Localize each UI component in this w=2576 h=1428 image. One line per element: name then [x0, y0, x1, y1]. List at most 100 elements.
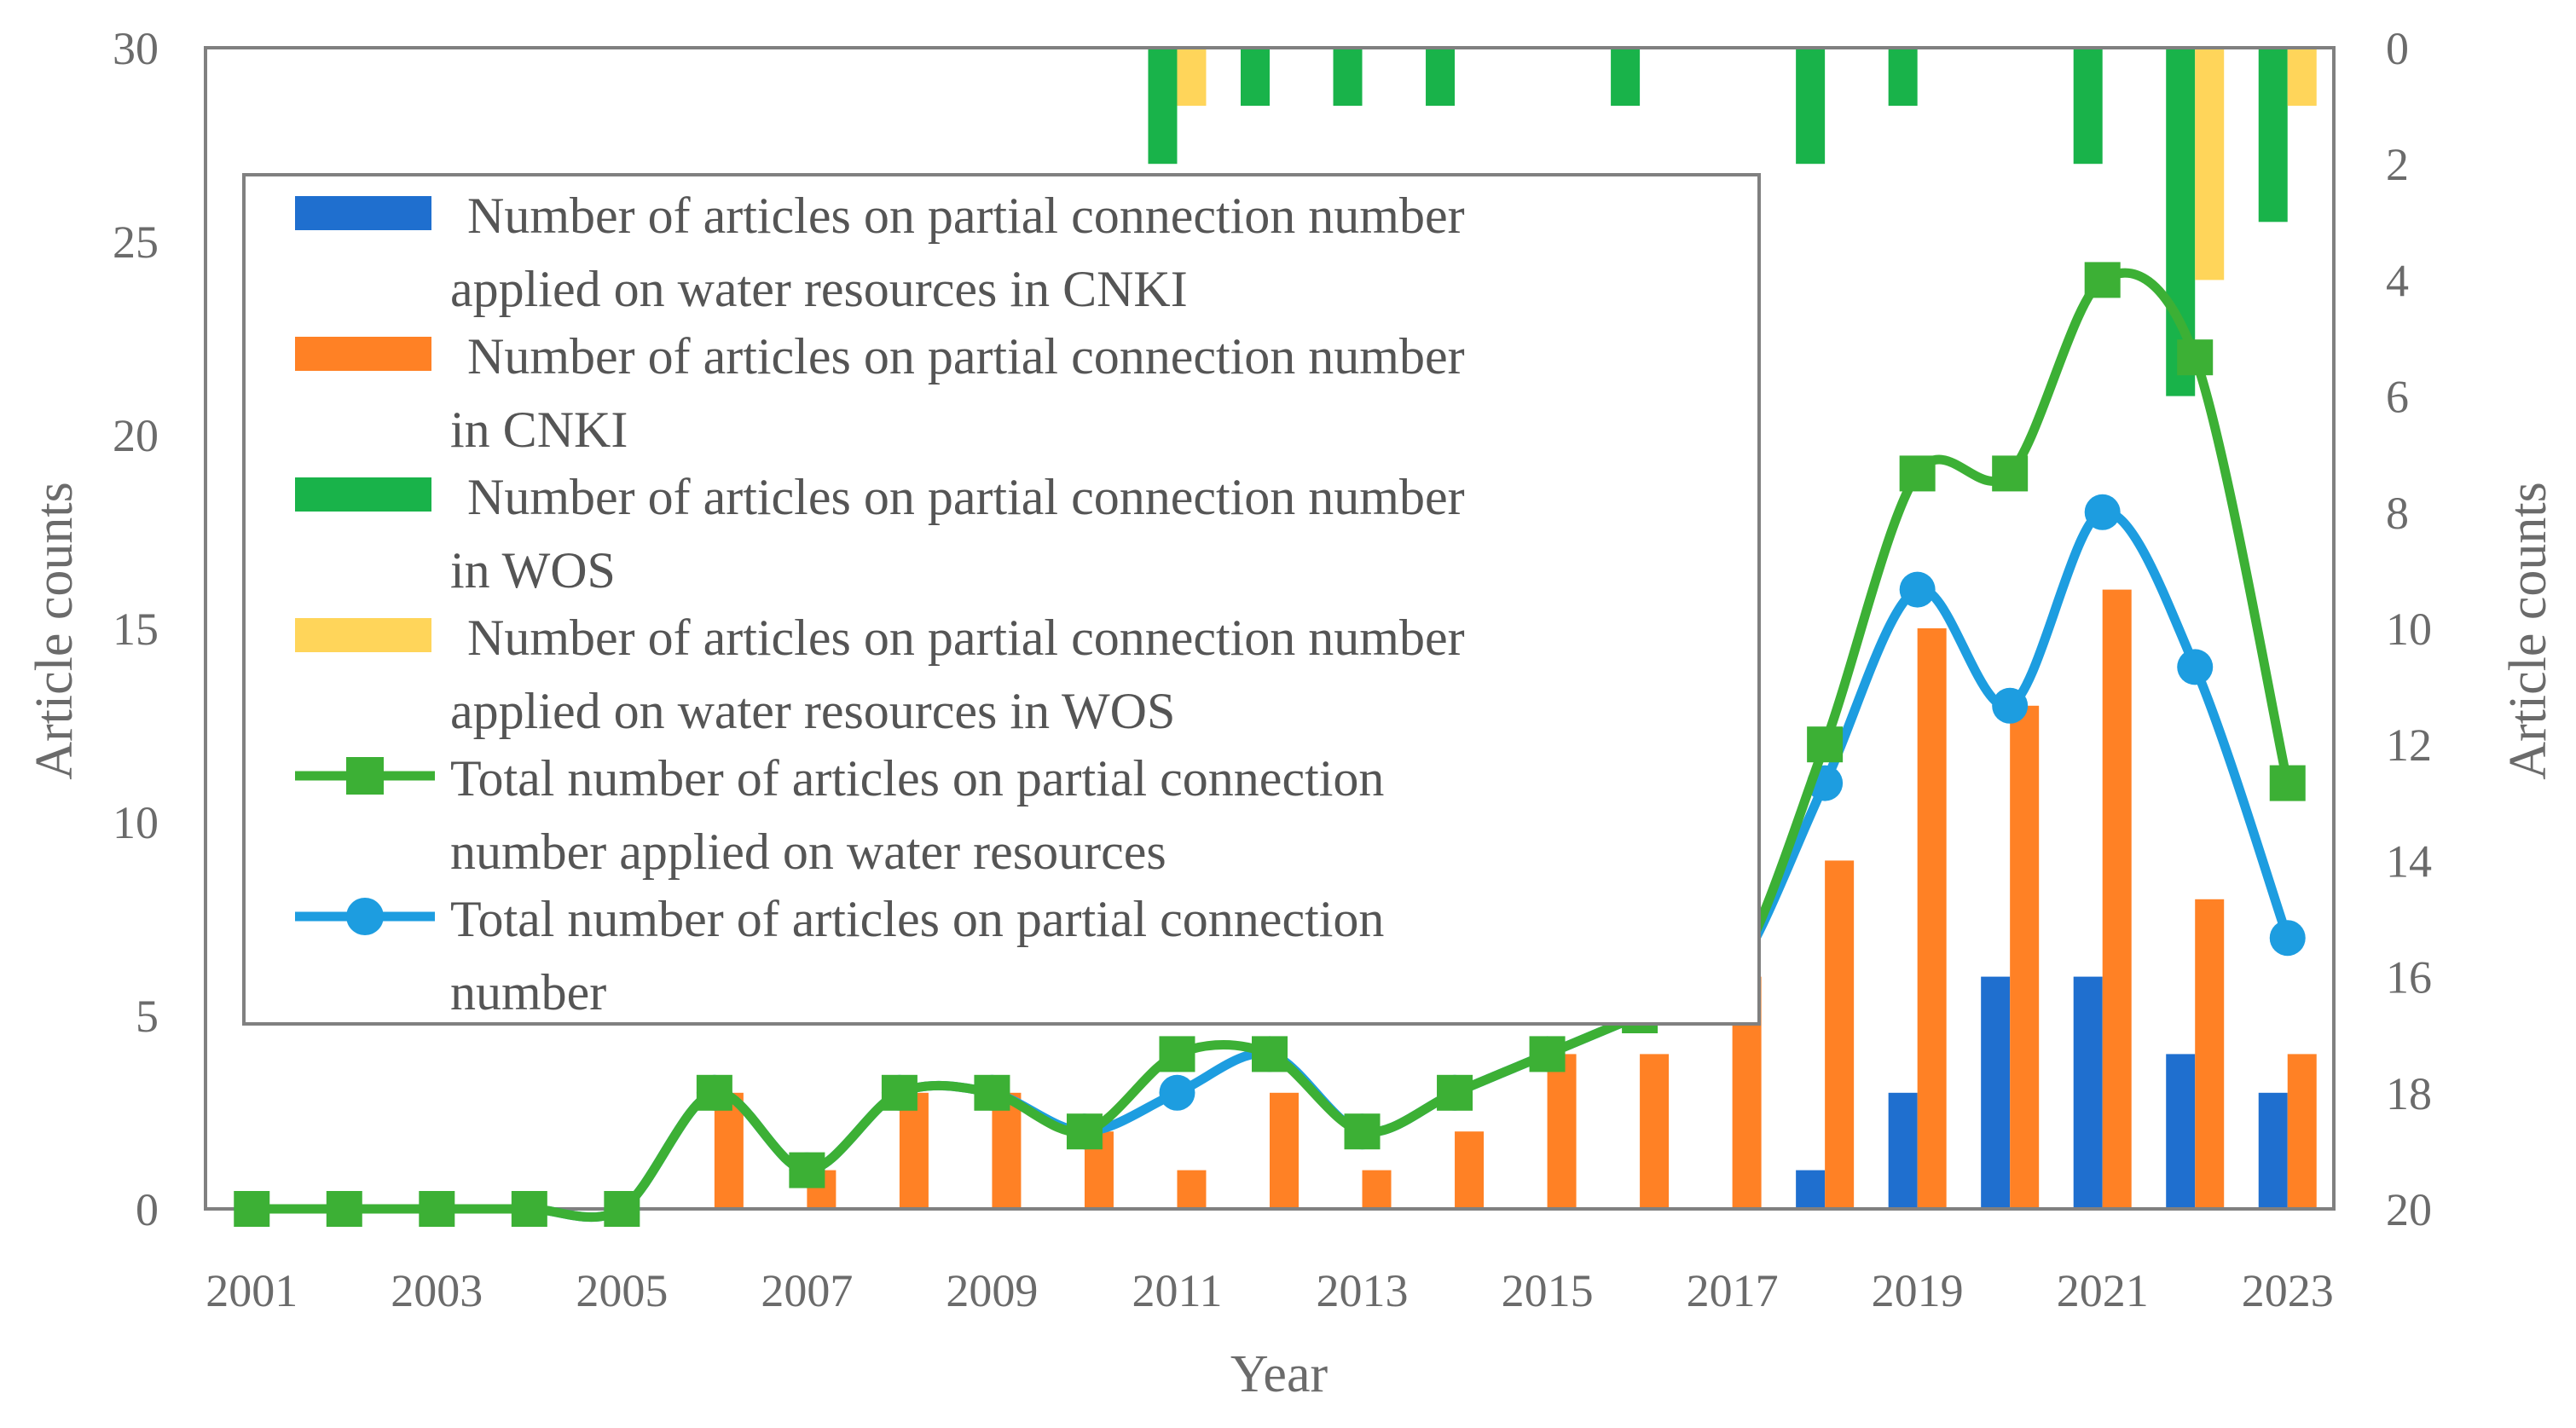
legend-label-total-water-line2: number applied on water resources [450, 824, 1166, 880]
bar-wos-total-2012 [1241, 48, 1270, 107]
legend-swatch-cnki-total [295, 337, 431, 371]
legend-label-wos-water-line1: Number of articles on partial connection… [467, 610, 1465, 666]
marker-total-2023 [2269, 920, 2306, 957]
axis-titles: Year Article counts Article counts [26, 482, 2557, 1403]
bar-cnki-total-2008 [899, 1092, 929, 1209]
legend-entry-total: Total number of articles on partial conn… [295, 891, 1384, 1020]
marker-total-2019 [1899, 571, 1936, 608]
y-tick-left-30: 30 [113, 23, 159, 74]
legend-entry-total-water: Total number of articles on partial conn… [295, 750, 1384, 880]
y-tick-left-0: 0 [136, 1184, 159, 1235]
legend-marker-total [346, 898, 384, 935]
bar-wos-total-2019 [1888, 48, 1918, 107]
y-tick-right-6: 6 [2386, 372, 2409, 423]
bar-wos-total-2011 [1148, 48, 1178, 165]
x-tick-2009: 2009 [946, 1265, 1038, 1316]
bar-cnki-total-2021 [2102, 589, 2132, 1209]
marker-total-water-2006 [696, 1074, 732, 1111]
bar-cnki-total-2009 [992, 1092, 1022, 1209]
y-tick-left-5: 5 [136, 991, 159, 1042]
marker-total-2020 [1992, 687, 2029, 724]
legend-label-total-line2: number [450, 964, 606, 1020]
x-tick-2005: 2005 [576, 1265, 668, 1316]
y-axis-title-left: Article counts [26, 482, 84, 780]
legend: Number of articles on partial connection… [242, 173, 1761, 1026]
x-tick-2015: 2015 [1502, 1265, 1594, 1316]
marker-total-2011 [1159, 1074, 1195, 1111]
bar-cnki-total-2022 [2195, 899, 2225, 1209]
legend-label-cnki-water-line1: Number of articles on partial connection… [467, 188, 1465, 244]
legend-box [242, 173, 1761, 1026]
y-tick-right-20: 20 [2386, 1184, 2432, 1235]
x-tick-2007: 2007 [761, 1265, 853, 1316]
legend-entry-cnki-total: Number of articles on partial connection… [295, 328, 1465, 458]
bar-cnki-water-2019 [1888, 1092, 1918, 1209]
bar-wos-water-2011 [1177, 48, 1207, 107]
bar-cnki-total-2023 [2287, 1054, 2317, 1209]
bar-wos-total-2016 [1611, 48, 1641, 107]
marker-total-water-2011 [1159, 1036, 1195, 1072]
y-tick-right-4: 4 [2386, 255, 2409, 306]
x-axis-title: Year [1230, 1345, 1329, 1403]
x-tick-2021: 2021 [2057, 1265, 2149, 1316]
bar-cnki-water-2023 [2258, 1092, 2288, 1209]
x-tick-2017: 2017 [1687, 1265, 1779, 1316]
bar-cnki-total-2018 [1825, 860, 1855, 1209]
legend-entry-cnki-water: Number of articles on partial connection… [295, 188, 1465, 317]
x-tick-2011: 2011 [1132, 1265, 1222, 1316]
marker-total-water-2007 [789, 1152, 825, 1188]
bar-cnki-total-2012 [1270, 1092, 1299, 1209]
y-tick-right-0: 0 [2386, 23, 2409, 74]
x-tick-2023: 2023 [2242, 1265, 2334, 1316]
legend-label-cnki-total-line1: Number of articles on partial connection… [467, 328, 1465, 384]
marker-total-water-2013 [1344, 1113, 1381, 1150]
y-tick-left-20: 20 [113, 410, 159, 461]
y-tick-right-16: 16 [2386, 952, 2432, 1003]
legend-entries: Number of articles on partial connection… [295, 188, 1465, 1020]
legend-label-cnki-total-line2: in CNKI [450, 402, 628, 458]
y-tick-right-12: 12 [2386, 720, 2432, 771]
marker-total-water-2012 [1252, 1036, 1288, 1072]
bar-cnki-water-2020 [1981, 976, 2011, 1209]
legend-label-wos-water-line2: applied on water resources in WOS [450, 683, 1175, 739]
bar-wos-total-2013 [1333, 48, 1363, 107]
marker-total-water-2003 [419, 1191, 455, 1227]
marker-total-water-2022 [2177, 339, 2214, 376]
bar-cnki-total-2019 [1917, 628, 1947, 1209]
x-tick-2003: 2003 [391, 1265, 483, 1316]
legend-label-cnki-water-line2: applied on water resources in CNKI [450, 261, 1188, 317]
marker-total-water-2001 [234, 1191, 270, 1227]
bar-cnki-total-2016 [1640, 1054, 1670, 1209]
marker-total-water-2020 [1992, 455, 2029, 492]
bar-wos-total-2014 [1426, 48, 1456, 107]
y-tick-right-2: 2 [2386, 139, 2409, 190]
x-tick-2001: 2001 [206, 1265, 298, 1316]
legend-label-wos-total-line1: Number of articles on partial connection… [467, 469, 1465, 525]
bar-cnki-total-2011 [1177, 1170, 1207, 1209]
bar-wos-total-2018 [1796, 48, 1826, 165]
bar-cnki-total-2013 [1362, 1170, 1392, 1209]
legend-swatch-wos-water [295, 618, 431, 652]
x-tick-2013: 2013 [1317, 1265, 1409, 1316]
bar-cnki-water-2022 [2166, 1054, 2196, 1209]
y-tick-right-18: 18 [2386, 1068, 2432, 1119]
y-tick-left-10: 10 [113, 797, 159, 848]
marker-total-2021 [2084, 494, 2121, 530]
bar-cnki-total-2015 [1547, 1054, 1577, 1209]
y-tick-right-14: 14 [2386, 835, 2432, 887]
marker-total-water-2021 [2084, 262, 2121, 298]
legend-entry-wos-water: Number of articles on partial connection… [295, 610, 1465, 739]
x-tick-2019: 2019 [1872, 1265, 1964, 1316]
marker-total-water-2002 [326, 1191, 362, 1227]
marker-total-water-2004 [511, 1191, 547, 1227]
marker-total-water-2005 [604, 1191, 640, 1227]
ticks-layer: 0 5 10 15 20 25 30 0 2 4 6 8 10 12 14 16 18 20 2001 2003 200… [113, 23, 2432, 1316]
marker-total-water-2009 [974, 1074, 1010, 1111]
legend-label-total-water-line1: Total number of articles on partial conn… [450, 750, 1384, 807]
bar-wos-total-2023 [2258, 48, 2288, 223]
marker-total-water-2019 [1899, 455, 1936, 492]
y-tick-left-25: 25 [113, 217, 159, 268]
marker-total-water-2015 [1529, 1036, 1566, 1072]
legend-label-wos-total-line2: in WOS [450, 542, 616, 598]
bar-wos-water-2022 [2195, 48, 2225, 280]
